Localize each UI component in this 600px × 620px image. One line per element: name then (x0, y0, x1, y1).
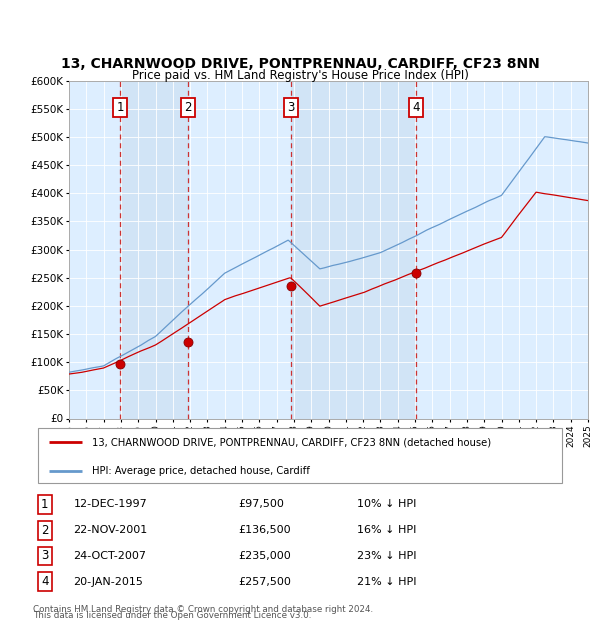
Text: Price paid vs. HM Land Registry's House Price Index (HPI): Price paid vs. HM Land Registry's House … (131, 69, 469, 82)
Text: 3: 3 (41, 549, 49, 562)
Text: £257,500: £257,500 (238, 577, 291, 587)
Text: 12-DEC-1997: 12-DEC-1997 (74, 499, 147, 510)
Text: 13, CHARNWOOD DRIVE, PONTPRENNAU, CARDIFF, CF23 8NN: 13, CHARNWOOD DRIVE, PONTPRENNAU, CARDIF… (61, 58, 539, 71)
Text: This data is licensed under the Open Government Licence v3.0.: This data is licensed under the Open Gov… (33, 611, 311, 620)
Text: 24-OCT-2007: 24-OCT-2007 (74, 551, 146, 561)
Text: 4: 4 (412, 101, 419, 114)
Text: 16% ↓ HPI: 16% ↓ HPI (357, 525, 416, 535)
Text: 3: 3 (287, 101, 295, 114)
Text: 2: 2 (41, 524, 49, 537)
Text: Contains HM Land Registry data © Crown copyright and database right 2024.: Contains HM Land Registry data © Crown c… (33, 605, 373, 614)
Text: £97,500: £97,500 (238, 499, 284, 510)
Text: £235,000: £235,000 (238, 551, 291, 561)
Text: 13, CHARNWOOD DRIVE, PONTPRENNAU, CARDIFF, CF23 8NN (detached house): 13, CHARNWOOD DRIVE, PONTPRENNAU, CARDIF… (92, 437, 491, 447)
Text: 23% ↓ HPI: 23% ↓ HPI (357, 551, 416, 561)
Text: HPI: Average price, detached house, Cardiff: HPI: Average price, detached house, Card… (92, 466, 310, 476)
Text: 1: 1 (116, 101, 124, 114)
Text: 21% ↓ HPI: 21% ↓ HPI (357, 577, 416, 587)
Text: 10% ↓ HPI: 10% ↓ HPI (357, 499, 416, 510)
Bar (120, 81, 188, 419)
Text: £136,500: £136,500 (238, 525, 291, 535)
Text: 2: 2 (185, 101, 192, 114)
Text: 22-NOV-2001: 22-NOV-2001 (74, 525, 148, 535)
Text: 4: 4 (41, 575, 49, 588)
Bar (291, 81, 416, 419)
Text: 20-JAN-2015: 20-JAN-2015 (74, 577, 143, 587)
FancyBboxPatch shape (38, 428, 562, 483)
Text: 1: 1 (41, 498, 49, 511)
